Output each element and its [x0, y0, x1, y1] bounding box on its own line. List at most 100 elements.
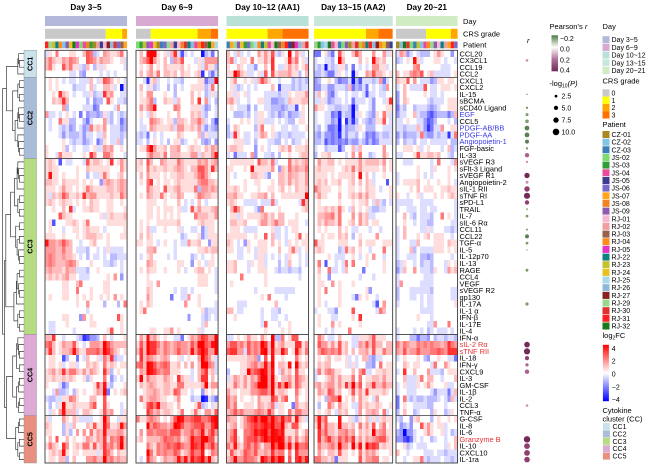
svg-text:CRS grade: CRS grade	[463, 30, 500, 39]
svg-text:−4: −4	[612, 397, 620, 404]
svg-text:sIL-6 Rα: sIL-6 Rα	[460, 218, 489, 227]
svg-text:PDGF-AA: PDGF-AA	[460, 131, 493, 140]
svg-text:IL-17A: IL-17A	[460, 300, 482, 309]
svg-text:Day: Day	[463, 17, 477, 26]
svg-text:CC3: CC3	[26, 239, 35, 253]
svg-text:3: 3	[612, 112, 616, 119]
svg-text:0.4: 0.4	[560, 68, 570, 75]
svg-text:CC3: CC3	[613, 439, 627, 446]
svg-text:CCL22: CCL22	[460, 232, 483, 241]
svg-text:RJ-24: RJ-24	[612, 270, 631, 277]
svg-text:CCL19: CCL19	[460, 63, 483, 72]
svg-text:sTNF RII: sTNF RII	[460, 347, 490, 356]
svg-text:Angiopoietin-1: Angiopoietin-1	[460, 137, 507, 146]
svg-text:0: 0	[612, 91, 616, 98]
svg-text:G-CSF: G-CSF	[460, 415, 483, 424]
svg-text:IFN-β: IFN-β	[460, 313, 479, 322]
svg-text:PDGF-AB/BB: PDGF-AB/BB	[460, 124, 505, 133]
svg-text:0.0: 0.0	[560, 47, 570, 54]
svg-text:Day: Day	[603, 22, 617, 31]
svg-text:IL-1β: IL-1β	[460, 388, 477, 397]
svg-text:Day 6~9: Day 6~9	[612, 45, 638, 52]
svg-text:RJ-04: RJ-04	[612, 239, 631, 246]
svg-text:CC2: CC2	[613, 431, 627, 438]
svg-text:CCL4: CCL4	[460, 273, 479, 282]
svg-text:IL-13: IL-13	[460, 259, 477, 268]
svg-text:RJ-03: RJ-03	[612, 232, 631, 239]
svg-text:IL-1 α: IL-1 α	[460, 306, 480, 315]
svg-text:0.2: 0.2	[560, 57, 570, 64]
svg-text:Granzyme B: Granzyme B	[460, 435, 501, 444]
svg-text:JS-09: JS-09	[612, 209, 630, 216]
svg-text:CCL20: CCL20	[460, 49, 483, 58]
svg-text:sVEGF R3: sVEGF R3	[460, 158, 495, 167]
svg-text:r: r	[527, 36, 530, 45]
svg-text:10.0: 10.0	[562, 129, 576, 136]
svg-text:5.0: 5.0	[562, 105, 572, 112]
svg-text:IFN-γ: IFN-γ	[460, 361, 478, 370]
svg-text:RJ-23: RJ-23	[612, 262, 631, 269]
svg-text:RJ-32: RJ-32	[612, 324, 631, 331]
svg-text:RJ-25: RJ-25	[612, 278, 631, 285]
svg-text:JS-05: JS-05	[612, 178, 630, 185]
svg-text:RJ-01: RJ-01	[612, 216, 631, 223]
svg-text:TRAIL: TRAIL	[460, 205, 481, 214]
svg-text:sIL-1 RII: sIL-1 RII	[460, 185, 488, 194]
svg-text:GM-CSF: GM-CSF	[460, 381, 490, 390]
svg-text:IL-33: IL-33	[460, 151, 477, 160]
svg-text:IL-4: IL-4	[460, 327, 473, 336]
svg-text:CC5: CC5	[26, 432, 35, 446]
svg-text:sBCMA: sBCMA	[460, 97, 485, 106]
svg-text:sFlt-3 Ligand: sFlt-3 Ligand	[460, 164, 503, 173]
svg-text:sCD40 Ligand: sCD40 Ligand	[460, 103, 507, 112]
svg-text:RJ-30: RJ-30	[612, 308, 631, 315]
svg-text:CZ-02: CZ-02	[612, 140, 632, 147]
svg-text:RAGE: RAGE	[460, 266, 481, 275]
svg-text:−2: −2	[612, 384, 620, 391]
svg-text:Day 13~15 (AA2): Day 13~15 (AA2)	[321, 3, 386, 12]
svg-text:CZ-01: CZ-01	[612, 132, 632, 139]
svg-text:Day 3~5: Day 3~5	[612, 37, 638, 44]
svg-text:JS-08: JS-08	[612, 201, 630, 208]
svg-text:IL-15: IL-15	[460, 90, 477, 99]
svg-text:RJ-05: RJ-05	[612, 247, 631, 254]
svg-text:Day 3~5: Day 3~5	[70, 3, 102, 12]
svg-text:Day 6~9: Day 6~9	[161, 3, 193, 12]
svg-text:CCL3: CCL3	[460, 401, 479, 410]
svg-text:CCL2: CCL2	[460, 70, 479, 79]
svg-text:Day 10~12: Day 10~12	[612, 53, 646, 60]
svg-text:RJ-02: RJ-02	[612, 224, 631, 231]
svg-text:7.5: 7.5	[562, 118, 572, 125]
svg-text:IL-1ra: IL-1ra	[460, 455, 480, 464]
svg-text:IL-6: IL-6	[460, 428, 473, 437]
svg-text:Patient: Patient	[463, 41, 487, 50]
svg-text:sIL-2 Rα: sIL-2 Rα	[460, 340, 489, 349]
svg-text:Day 10~12 (AA1): Day 10~12 (AA1)	[235, 3, 300, 12]
svg-text:FGF-basic: FGF-basic	[460, 144, 495, 153]
svg-text:IL-12p70: IL-12p70	[460, 252, 489, 261]
svg-text:JS-03: JS-03	[612, 163, 630, 170]
svg-text:IL-17E: IL-17E	[460, 320, 482, 329]
svg-text:CC4: CC4	[613, 446, 627, 453]
svg-text:JS-06: JS-06	[612, 186, 630, 193]
svg-text:IL-10: IL-10	[460, 442, 477, 451]
svg-text:RJ-31: RJ-31	[612, 316, 631, 323]
svg-text:Day 13~15: Day 13~15	[612, 60, 646, 67]
svg-text:Day 20~21: Day 20~21	[407, 3, 448, 12]
svg-text:Patient: Patient	[603, 120, 627, 129]
svg-text:Pearson’s r: Pearson’s r	[550, 22, 588, 31]
svg-text:−0.2: −0.2	[560, 36, 574, 43]
svg-text:JS-04: JS-04	[612, 170, 630, 177]
svg-text:RJ-26: RJ-26	[612, 285, 631, 292]
svg-text:gp130: gp130	[460, 293, 481, 302]
svg-text:RJ-22: RJ-22	[612, 255, 631, 262]
svg-text:CX3CL1: CX3CL1	[460, 56, 488, 65]
svg-text:sVEGF R1: sVEGF R1	[460, 171, 495, 180]
svg-text:IL-7: IL-7	[460, 212, 473, 221]
svg-text:CC5: CC5	[613, 454, 627, 461]
svg-text:CZ-03: CZ-03	[612, 147, 632, 154]
svg-text:RJ-27: RJ-27	[612, 293, 631, 300]
svg-text:CCL11: CCL11	[460, 225, 482, 234]
svg-text:JS-02: JS-02	[612, 155, 630, 162]
svg-text:2.5: 2.5	[562, 94, 572, 101]
